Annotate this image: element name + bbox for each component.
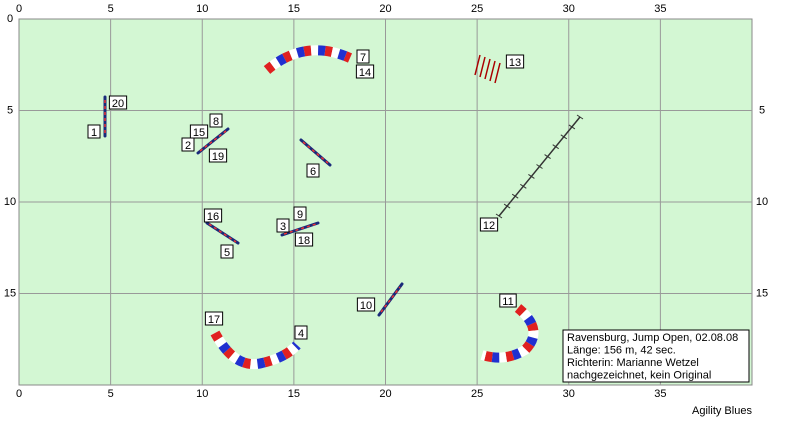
weave-pole [552,144,559,150]
number-box [87,124,101,139]
obstacle-number: 1 [91,127,97,139]
number-box [306,163,320,178]
obstacle-number: 9 [297,209,303,221]
obstacle-number: 3 [280,221,286,233]
obstacle-number: 4 [298,328,304,340]
y-tick-label: 5 [7,104,13,116]
weave-pole [576,114,584,120]
number-box [276,218,290,233]
x-tick-label: 30 [563,388,575,400]
obstacle-number: 10 [360,300,372,312]
weave-pole [520,183,527,189]
table [474,54,501,84]
footer: Agility Blues [692,405,752,417]
obstacle-number: 7 [360,52,366,64]
obstacle-number: 15 [193,127,205,139]
tunnel [263,45,353,74]
x-tick-label: 35 [654,3,666,15]
number-box [204,311,224,326]
obstacle-number: 5 [224,247,230,259]
obstacle-number: 6 [310,166,316,178]
number-box [203,208,223,223]
tunnel [210,330,301,370]
obstacle-number: 12 [483,220,495,232]
jump [205,221,240,245]
number-box [356,49,370,64]
weave-pole [511,193,519,199]
x-tick-label: 5 [108,388,114,400]
y-tick-label: 5 [759,104,765,116]
weave-pole [568,124,576,130]
number-box [220,244,234,259]
x-tick-label: 20 [379,3,391,15]
number-box [499,293,517,308]
x-tick-label: 10 [196,3,208,15]
weave-pole [503,203,511,209]
x-tick-label: 35 [654,388,666,400]
info-line: Ravensburg, Jump Open, 02.08.08 [567,332,738,344]
number-box [209,113,223,128]
obstacles [103,45,584,370]
obstacle-number: 20 [112,98,124,110]
y-tick-label: 15 [4,287,16,299]
x-tick-label: 0 [16,3,22,15]
weave-pole [495,213,503,219]
obstacle-number: 19 [212,151,224,163]
y-tick-label: 15 [756,287,768,299]
tunnel [210,330,301,370]
obstacle-number: 14 [359,67,371,79]
info-line: Länge: 156 m, 42 sec. [567,344,676,356]
y-tick-label: 0 [7,13,13,25]
x-tick-label: 25 [471,3,483,15]
x-tick-label: 20 [379,388,391,400]
weave-pole [528,173,535,179]
obstacle-number: 13 [509,57,521,69]
x-tick-label: 30 [563,3,575,15]
number-box [108,95,128,110]
number-box [479,217,499,232]
number-box [181,137,195,152]
obstacle-number: 17 [208,314,220,326]
weave-pole [544,154,551,160]
info-line: nachgezeichnet, kein Original [567,369,711,381]
obstacle-number: 2 [185,140,191,152]
jump [280,221,320,237]
info-line: Richterin: Marianne Wetzel [567,357,699,369]
number-box [294,232,314,247]
obstacle-number: 8 [213,116,219,128]
x-tick-label: 15 [288,3,300,15]
weave-pole [560,134,568,140]
info-box [562,329,750,383]
number-box [356,297,376,312]
weave-pole [536,164,543,169]
tunnel [263,45,353,74]
y-tick-label: 10 [756,196,768,208]
number-box [189,124,209,139]
number-box [208,148,228,163]
x-tick-label: 15 [288,388,300,400]
obstacle-number: 11 [502,296,513,308]
number-box [355,64,375,79]
number-box [294,325,308,340]
x-tick-label: 5 [108,3,114,15]
tunnel [263,45,353,74]
jump [196,127,230,155]
jump [299,138,332,167]
x-tick-label: 0 [16,388,22,400]
number-box [505,54,525,69]
obstacle-number: 18 [298,235,310,247]
obstacle-number: 16 [207,211,219,223]
y-tick-label: 10 [4,196,16,208]
x-tick-label: 25 [471,388,483,400]
number-box [293,206,307,221]
tunnel [480,304,539,363]
x-tick-label: 10 [196,388,208,400]
tunnel [480,304,539,363]
